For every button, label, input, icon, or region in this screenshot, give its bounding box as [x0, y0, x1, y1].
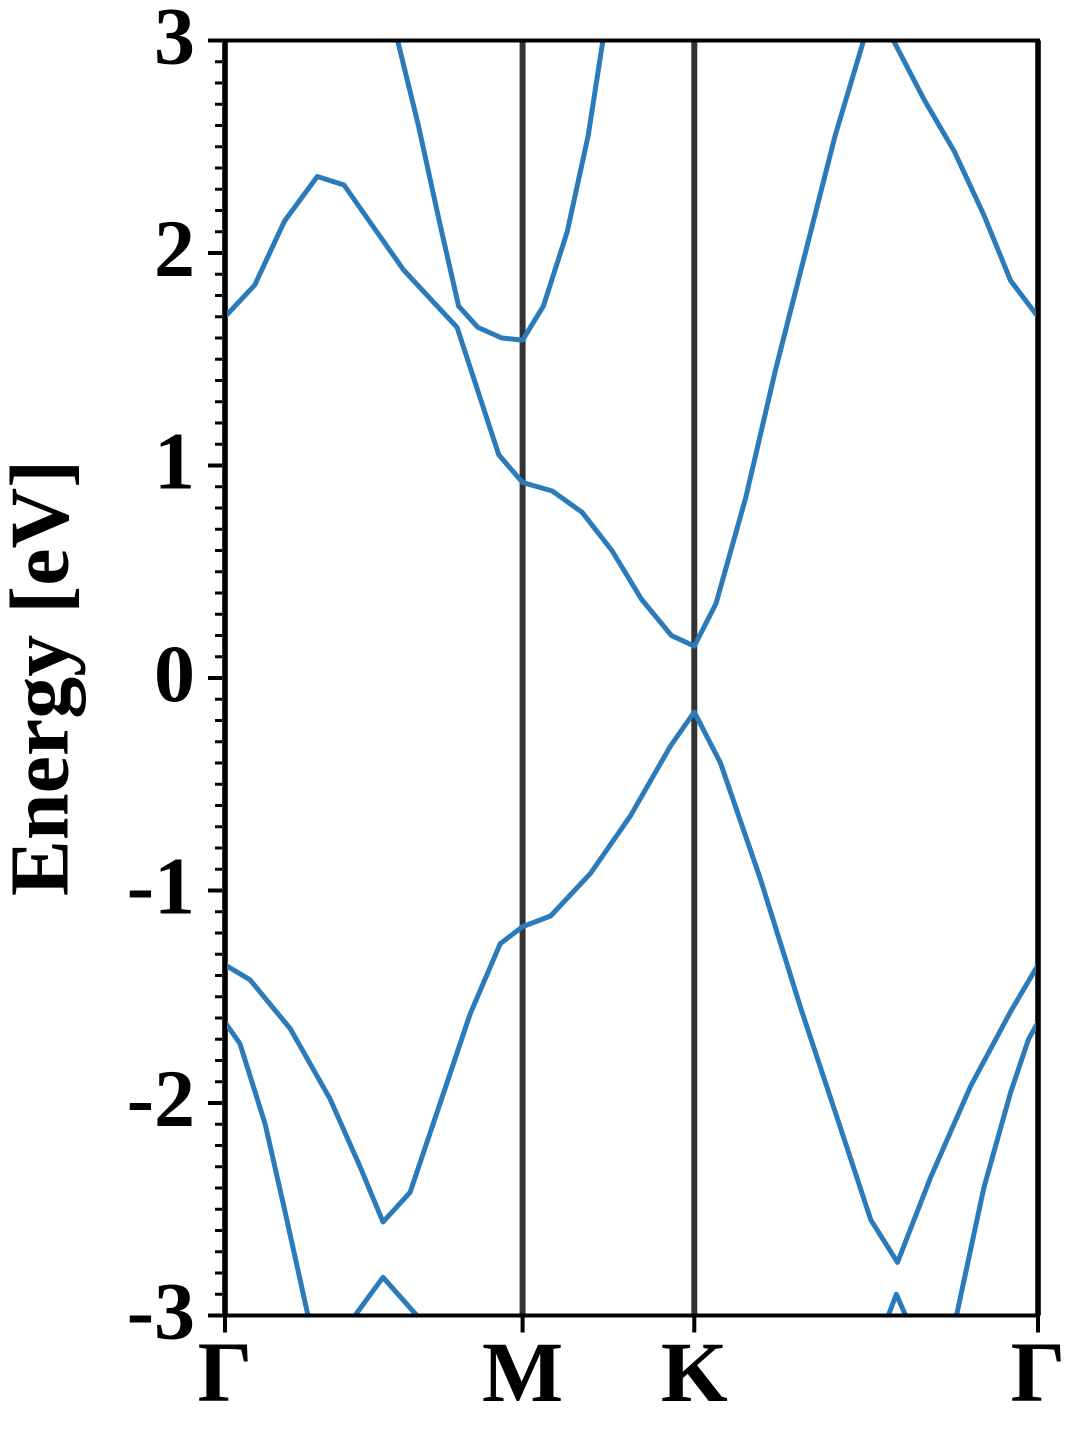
y-tick-label: 2: [154, 203, 195, 294]
x-tick-label: Γ: [1011, 1324, 1066, 1420]
y-tick-label: -1: [127, 840, 195, 931]
x-tick-label: Γ: [198, 1324, 253, 1420]
y-tick-label: -3: [127, 1265, 195, 1356]
y-tick-label: -2: [127, 1053, 195, 1144]
band-line: [395, 40, 606, 343]
band-line: [225, 709, 1038, 1265]
band-line: [891, 40, 1038, 319]
y-tick-label: 3: [154, 0, 195, 81]
band-line: [225, 1020, 311, 1316]
band-line: [225, 40, 866, 649]
x-tick-label: M: [482, 1324, 563, 1420]
y-axis-title: Energy [eV]: [0, 460, 86, 896]
x-tick-label: K: [661, 1324, 728, 1420]
band-line: [885, 1291, 908, 1316]
plot-frame: [223, 38, 1040, 1318]
plot-area: [225, 40, 1038, 1316]
y-tick-label: 1: [154, 415, 195, 506]
y-tick-label: 0: [154, 628, 195, 719]
band-line: [954, 1021, 1038, 1316]
band-line: [352, 1274, 419, 1316]
